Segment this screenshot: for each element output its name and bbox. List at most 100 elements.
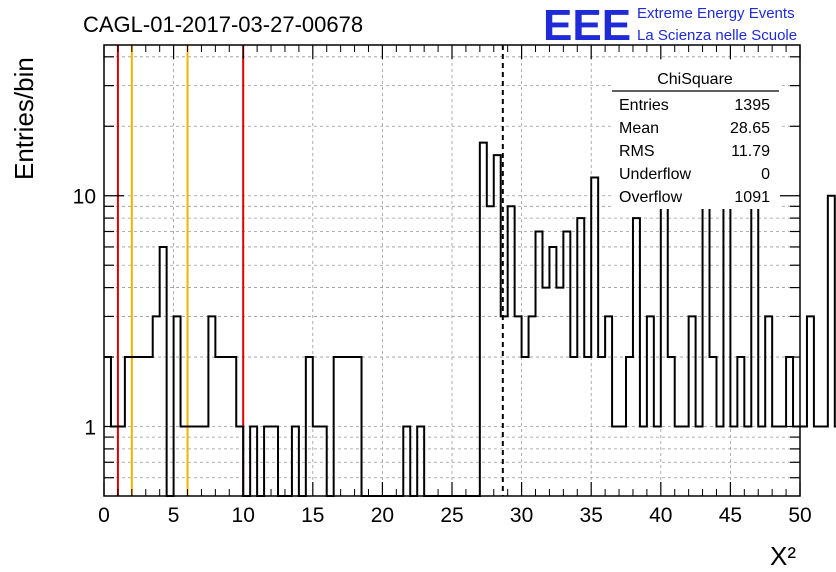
stats-title: ChiSquare [657, 71, 733, 88]
histogram-bin [723, 162, 730, 496]
logo-line-1: Extreme Energy Events [637, 5, 795, 22]
reference-lines [116, 45, 504, 496]
histogram-bin [549, 247, 556, 496]
logo-mark: EEE [543, 1, 631, 50]
stats-value: 1395 [734, 97, 770, 114]
histogram-bin [118, 427, 125, 496]
histogram-bin [716, 427, 723, 496]
eee-logo: EEE Extreme Energy Events La Scienza nel… [543, 1, 797, 50]
y-tick-label: 10 [73, 186, 96, 209]
histogram-bin [821, 427, 828, 496]
x-tick-label: 10 [232, 504, 255, 527]
histogram-bin [250, 427, 257, 496]
histogram-bin [563, 231, 570, 496]
histogram-bin [570, 357, 577, 496]
stats-box-background [612, 63, 779, 209]
stats-value: 11.79 [731, 143, 770, 160]
histogram-bin [188, 427, 195, 496]
histogram-bin [710, 357, 717, 496]
x-tick-label: 20 [371, 504, 394, 527]
histogram-bin [730, 427, 737, 496]
histogram-bin [494, 155, 501, 496]
histogram-bin [271, 427, 278, 496]
histogram-bin [668, 357, 675, 496]
stats-label: RMS [619, 143, 655, 160]
histogram-bin [320, 427, 327, 496]
x-tick-label: 35 [580, 504, 603, 527]
histogram-bin [403, 427, 410, 496]
histogram-bin [689, 316, 696, 496]
x-tick-label: 40 [649, 504, 672, 527]
histogram-bin [612, 427, 619, 496]
histogram-bin [647, 316, 654, 496]
histogram-bin [334, 357, 341, 496]
histogram-bin [619, 427, 626, 496]
histogram-bin [703, 177, 710, 496]
histogram-bin [828, 196, 835, 496]
stats-label: Mean [619, 120, 659, 137]
x-tick-label: 30 [510, 504, 533, 527]
stats-label: Underflow [619, 166, 691, 183]
histogram-bin [355, 357, 362, 496]
histogram-bin [577, 218, 584, 496]
histogram-bin [194, 427, 201, 496]
y-tick-label: 1 [84, 417, 96, 440]
histogram-bin [605, 316, 612, 496]
histogram-bin [348, 357, 355, 496]
histogram [104, 141, 836, 497]
stats-label: Entries [619, 97, 669, 114]
histogram-bin [208, 316, 215, 496]
histogram-bin [160, 247, 167, 496]
histogram-bin [633, 218, 640, 496]
histogram-bin [487, 206, 494, 496]
histogram-bin [264, 427, 271, 496]
histogram-bin [542, 288, 549, 496]
histogram-bin [640, 427, 647, 496]
histogram-bin [626, 357, 633, 496]
histogram-bin [765, 316, 772, 496]
histogram-bin [536, 231, 543, 496]
x-tick-label: 50 [788, 504, 811, 527]
histogram-bin [132, 357, 139, 496]
histogram-bin [174, 316, 181, 496]
x-axis-ticks: 0 5 10 15 20 25 30 35 40 45 50 [98, 45, 812, 527]
y-axis-label: Entries/bin [9, 57, 39, 180]
histogram-bin [800, 427, 807, 496]
stats-value: 1091 [734, 189, 770, 206]
histogram-bin [181, 427, 188, 496]
histogram-bin [772, 427, 779, 496]
histogram-outline [104, 141, 836, 497]
stats-value: 28.65 [730, 120, 770, 137]
x-tick-label: 25 [440, 504, 463, 527]
histogram-bin [480, 143, 487, 496]
histogram-bin [222, 357, 229, 496]
histogram-bin [737, 357, 744, 496]
histogram-bin [556, 288, 563, 496]
histogram-bin [522, 357, 529, 496]
x-tick-label: 15 [301, 504, 324, 527]
histogram-bin [236, 427, 243, 496]
histogram-bin [779, 427, 786, 496]
histogram-bin [654, 427, 661, 496]
stats-label: Overflow [619, 189, 683, 206]
histogram-bin [814, 427, 821, 496]
histogram-bin [807, 316, 814, 496]
chart-title: CAGL-01-2017-03-27-00678 [83, 12, 363, 37]
x-axis-label: X² [770, 541, 796, 571]
histogram-bin [584, 357, 591, 496]
histogram-bin [758, 427, 765, 496]
stats-box: ChiSquare Entries 1395 Mean 28.65 RMS 11.79 Un… [612, 63, 779, 209]
histogram-bin [229, 357, 236, 496]
histogram-bin [508, 206, 515, 496]
stats-rows: Entries 1395 Mean 28.65 RMS 11.79 Underflow 0 Ov… [619, 97, 770, 206]
histogram-bin [682, 427, 689, 496]
logo-line-2: La Scienza nelle Scuole [637, 27, 797, 44]
histogram-bin [153, 316, 160, 496]
histogram-bin [215, 357, 222, 496]
histogram-bin [591, 177, 598, 496]
y-axis-ticks: 1 10 [73, 56, 800, 479]
histogram-bin [417, 427, 424, 496]
stats-value: 0 [761, 166, 770, 183]
histogram-bin [146, 357, 153, 496]
